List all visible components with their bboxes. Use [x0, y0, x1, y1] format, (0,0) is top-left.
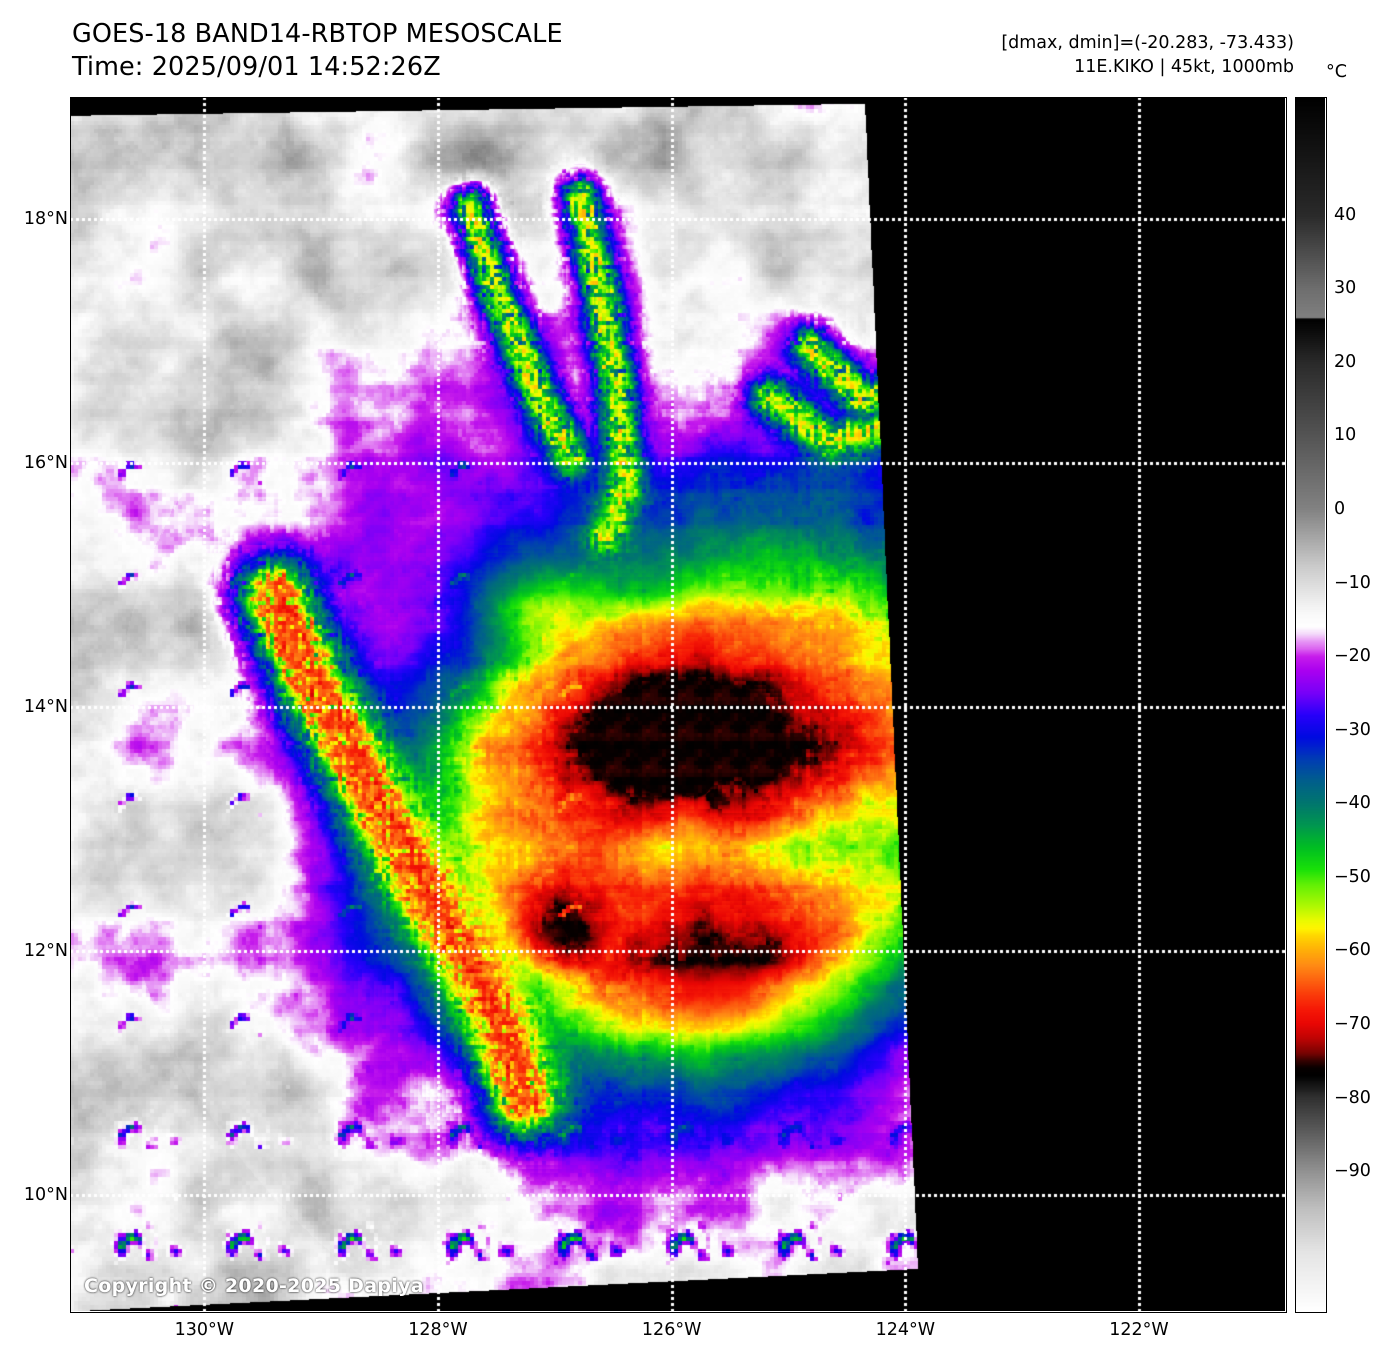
colorbar-gradient — [1295, 97, 1325, 1311]
lat-tick-12: 12°N — [23, 941, 68, 962]
lat-tick-16: 16°N — [23, 453, 68, 474]
colorbar-tick-0: 40 — [1334, 204, 1357, 225]
data-minmax-label: [dmax, dmin]=(-20.283, -73.433) — [1001, 33, 1294, 53]
lon-tick-130: 130°W — [174, 1320, 235, 1340]
lat-tick-14: 14°N — [23, 697, 68, 718]
colorbar-tick-9: −50 — [1334, 866, 1371, 887]
colorbar-tick-12: −80 — [1334, 1087, 1371, 1108]
lon-tick-126: 126°W — [641, 1320, 702, 1340]
lat-tick-10: 10°N — [23, 1185, 68, 1206]
colorbar-tick-13: −90 — [1334, 1161, 1371, 1182]
colorbar-tick-7: −30 — [1334, 719, 1371, 740]
colorbar-tick-10: −60 — [1334, 940, 1371, 961]
page-title: GOES-18 BAND14-RBTOP MESOSCALE Time: 202… — [72, 18, 563, 84]
lon-tick-122: 122°W — [1109, 1320, 1169, 1340]
lon-tick-128: 128°W — [408, 1320, 468, 1340]
colorbar-tick-6: −20 — [1334, 646, 1371, 667]
satellite-imagery-canvas — [70, 97, 1285, 1311]
colorbar-tick-8: −40 — [1334, 793, 1371, 814]
colorbar-tick-3: 10 — [1334, 425, 1357, 446]
title-product-line: GOES-18 BAND14-RBTOP MESOSCALE — [72, 19, 563, 49]
satellite-image-plot: Copyright © 2020-2025 Dapiya — [70, 97, 1285, 1311]
colorbar-unit-label: °C — [1326, 62, 1347, 82]
colorbar-tick-2: 20 — [1334, 351, 1357, 372]
title-time-line: Time: 2025/09/01 14:52:26Z — [72, 52, 441, 83]
colorbar-tick-11: −70 — [1334, 1014, 1371, 1035]
colorbar-tick-4: 0 — [1334, 499, 1346, 520]
copyright-label: Copyright © 2020-2025 Dapiya — [84, 1275, 424, 1297]
colorbar-tick-5: −10 — [1334, 572, 1371, 593]
lat-tick-18: 18°N — [23, 209, 68, 229]
colorbar-tick-1: 30 — [1334, 278, 1357, 299]
metadata-block: [dmax, dmin]=(-20.283, -73.433) 11E.KIKO… — [1001, 32, 1294, 79]
temperature-colorbar — [1295, 97, 1325, 1311]
lon-tick-124: 124°W — [875, 1320, 936, 1340]
storm-info-label: 11E.KIKO | 45kt, 1000mb — [1074, 56, 1294, 77]
